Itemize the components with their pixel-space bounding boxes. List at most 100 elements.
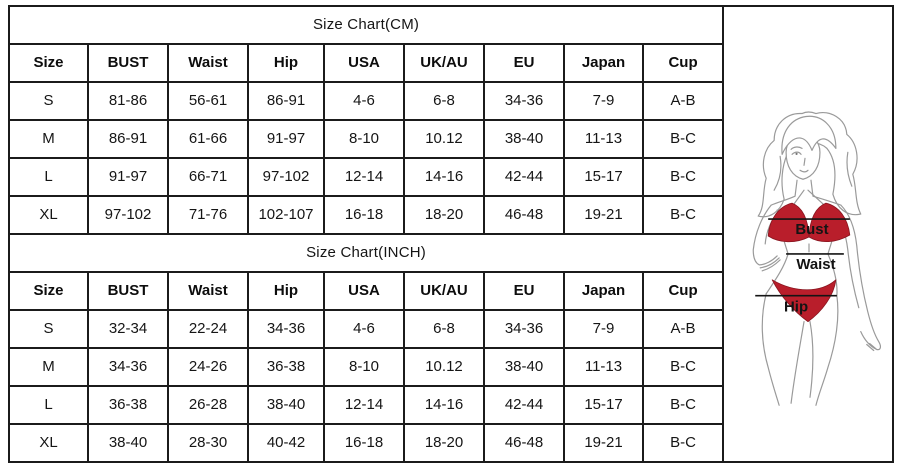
value-cell: 36-38	[247, 347, 325, 387]
bangs-sketch	[781, 115, 837, 155]
nose-mouth-sketch	[799, 157, 809, 173]
bikini-top	[808, 202, 851, 242]
inch-header-ukau: UK/AU	[403, 271, 485, 311]
value-cell: 38-40	[87, 423, 169, 463]
value-cell: 8-10	[323, 347, 405, 387]
size-cell: M	[8, 119, 89, 159]
value-cell: 11-13	[563, 119, 644, 159]
value-cell: 97-102	[87, 195, 169, 235]
inch-header-eu: EU	[483, 271, 565, 311]
value-cell: 16-18	[323, 423, 405, 463]
cm-header-size: Size	[8, 43, 89, 83]
value-cell: 66-71	[167, 157, 249, 197]
eye-sketch	[790, 146, 803, 155]
value-cell: 32-34	[87, 309, 169, 349]
value-cell: A-B	[641, 309, 725, 349]
value-cell: A-B	[641, 81, 725, 121]
value-cell: 6-8	[403, 309, 485, 349]
size-cell: M	[8, 347, 89, 387]
value-cell: 15-17	[563, 157, 644, 197]
value-cell: 15-17	[563, 385, 644, 425]
cm-header-cup: Cup	[641, 43, 725, 83]
value-cell: 12-14	[323, 157, 405, 197]
value-cell: 19-21	[563, 195, 644, 235]
value-cell: B-C	[641, 347, 725, 387]
cm-row-xl: XL 97-102 71-76 102-107 16-18 18-20 46-4…	[8, 195, 725, 235]
value-cell: B-C	[641, 157, 725, 197]
value-cell: 8-10	[323, 119, 405, 159]
inch-header-hip: Hip	[247, 271, 325, 311]
size-chart-layout: Size Chart(CM) Size BUST Waist Hip USA U…	[7, 5, 895, 463]
cm-row-l: L 91-97 66-71 97-102 12-14 14-16 42-44 1…	[8, 157, 725, 197]
value-cell: 14-16	[403, 157, 485, 197]
value-cell: 10.12	[403, 347, 485, 387]
pupil-sketch	[795, 152, 798, 155]
value-cell: 7-9	[563, 81, 644, 121]
size-cell: S	[8, 81, 89, 121]
bikini-top	[767, 202, 810, 243]
inch-header-cup: Cup	[641, 271, 725, 311]
waist-label: Waist	[796, 256, 835, 273]
inch-row-s: S 32-34 22-24 34-36 4-6 6-8 34-36 7-9 A-…	[8, 309, 725, 349]
value-cell: B-C	[641, 385, 725, 425]
inch-header-size: Size	[8, 271, 89, 311]
value-cell: 10.12	[403, 119, 485, 159]
value-cell: 7-9	[563, 309, 644, 349]
value-cell: 42-44	[483, 157, 565, 197]
value-cell: 38-40	[483, 119, 565, 159]
value-cell: 91-97	[87, 157, 169, 197]
cm-header-ukau: UK/AU	[403, 43, 485, 83]
neck-shoulders-sketch	[770, 179, 842, 206]
size-cell: XL	[8, 423, 89, 463]
value-cell: 34-36	[483, 309, 565, 349]
cm-title-row: Size Chart(CM)	[7, 5, 725, 45]
value-cell: 26-28	[167, 385, 249, 425]
value-cell: 46-48	[483, 195, 565, 235]
value-cell: B-C	[641, 195, 725, 235]
inch-header-row: Size BUST Waist Hip USA UK/AU EU Japan C…	[8, 271, 725, 311]
value-cell: 4-6	[323, 81, 405, 121]
value-cell: 81-86	[87, 81, 169, 121]
value-cell: 91-97	[247, 119, 325, 159]
value-cell: 18-20	[403, 195, 485, 235]
value-cell: 4-6	[323, 309, 405, 349]
measurement-figure-panel: Bust Waist Hip	[724, 5, 895, 463]
value-cell: 102-107	[247, 195, 325, 235]
value-cell: B-C	[641, 119, 725, 159]
cm-row-s: S 81-86 56-61 86-91 4-6 6-8 34-36 7-9 A-…	[8, 81, 725, 121]
value-cell: 86-91	[247, 81, 325, 121]
size-cell: XL	[8, 195, 89, 235]
inch-title-row: Size Chart(INCH)	[7, 233, 725, 273]
bust-label: Bust	[795, 221, 828, 238]
inch-row-l: L 36-38 26-28 38-40 12-14 14-16 42-44 15…	[8, 385, 725, 425]
cm-header-eu: EU	[483, 43, 565, 83]
right-arm-sketch	[832, 204, 882, 352]
value-cell: 97-102	[247, 157, 325, 197]
cm-row-m: M 86-91 61-66 91-97 8-10 10.12 38-40 11-…	[8, 119, 725, 159]
inch-header-waist: Waist	[167, 271, 249, 311]
value-cell: 46-48	[483, 423, 565, 463]
cm-header-japan: Japan	[563, 43, 644, 83]
size-cell: L	[8, 157, 89, 197]
cm-header-bust: BUST	[87, 43, 169, 83]
value-cell: 12-14	[323, 385, 405, 425]
value-cell: 34-36	[483, 81, 565, 121]
value-cell: 11-13	[563, 347, 644, 387]
cm-header-row: Size BUST Waist Hip USA UK/AU EU Japan C…	[8, 43, 725, 83]
value-cell: 36-38	[87, 385, 169, 425]
value-cell: 24-26	[167, 347, 249, 387]
value-cell: 38-40	[483, 347, 565, 387]
inch-header-usa: USA	[323, 271, 405, 311]
inch-header-japan: Japan	[563, 271, 644, 311]
value-cell: 22-24	[167, 309, 249, 349]
value-cell: 40-42	[247, 423, 325, 463]
value-cell: B-C	[641, 423, 725, 463]
value-cell: 34-36	[247, 309, 325, 349]
size-chart-table: Size Chart(CM) Size BUST Waist Hip USA U…	[7, 5, 725, 463]
value-cell: 28-30	[167, 423, 249, 463]
cm-header-usa: USA	[323, 43, 405, 83]
inch-header-bust: BUST	[87, 271, 169, 311]
value-cell: 42-44	[483, 385, 565, 425]
value-cell: 6-8	[403, 81, 485, 121]
woman-figure-illustration: Bust Waist Hip	[752, 111, 882, 406]
